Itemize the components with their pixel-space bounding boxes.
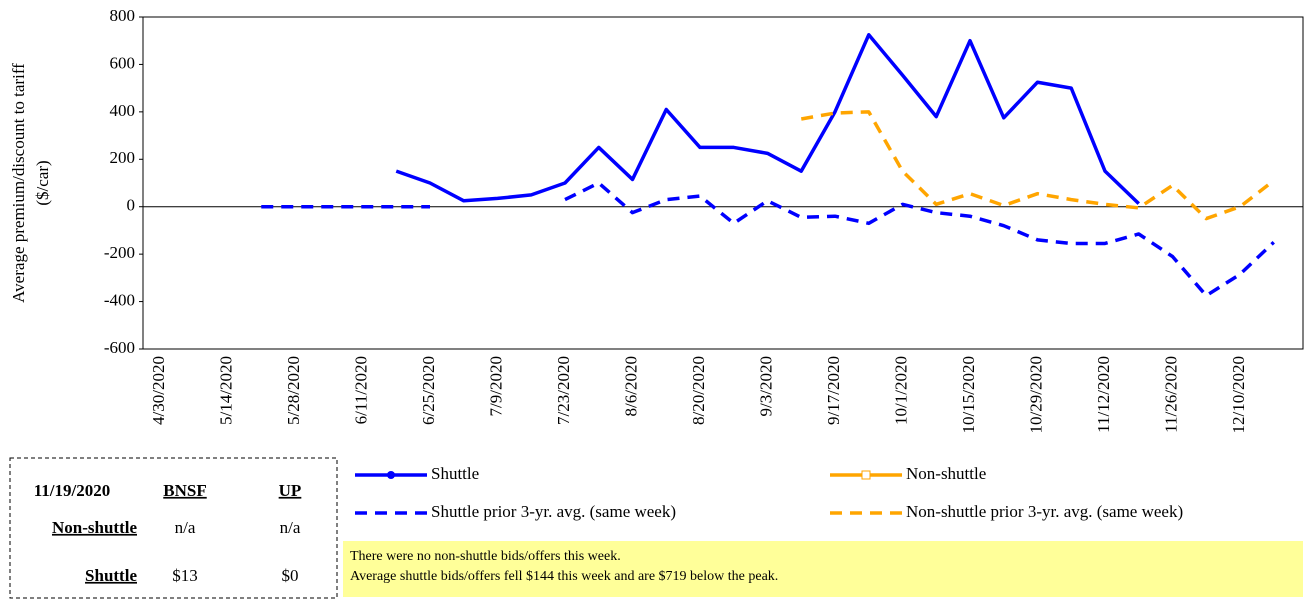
x-tick-label: 7/9/2020 [486, 356, 505, 416]
summary-table [9, 457, 338, 599]
x-tick-label: 10/15/2020 [959, 356, 978, 433]
x-tick-label: 8/6/2020 [621, 356, 640, 416]
y-tick-label: 800 [110, 6, 136, 25]
x-tick-label: 10/1/2020 [891, 356, 910, 425]
y-axis-title: ($/car) [33, 160, 52, 205]
x-tick-label: 11/26/2020 [1161, 356, 1180, 433]
x-tick-label: 9/3/2020 [756, 356, 775, 416]
x-tick-label: 8/20/2020 [689, 356, 708, 425]
y-tick-label: -200 [104, 243, 135, 262]
x-tick-label: 7/23/2020 [554, 356, 573, 425]
legend-label: Shuttle [431, 464, 479, 483]
table-row-label: Non-shuttle [52, 518, 137, 537]
y-tick-label: -400 [104, 290, 135, 309]
x-tick-label: 10/29/2020 [1026, 356, 1045, 433]
y-axis-title: Average premium/discount to tariff [9, 63, 28, 303]
table-cell: $0 [282, 566, 299, 585]
x-tick-label: 5/14/2020 [216, 356, 235, 425]
x-tick-label: 5/28/2020 [284, 356, 303, 425]
x-tick-label: 12/10/2020 [1229, 356, 1248, 433]
y-tick-label: 0 [127, 196, 136, 215]
table-header: BNSF [163, 481, 206, 500]
legend-label: Non-shuttle [906, 464, 986, 483]
table-header: UP [279, 481, 302, 500]
series-line [395, 33, 1140, 205]
series-line [800, 110, 1275, 221]
legend-label: Non-shuttle prior 3-yr. avg. (same week) [906, 502, 1183, 521]
x-tick-label: 4/30/2020 [149, 356, 168, 425]
legend-marker [387, 471, 395, 479]
table-cell: n/a [280, 518, 301, 537]
x-tick-label: 11/12/2020 [1094, 356, 1113, 433]
y-tick-label: -600 [104, 338, 135, 357]
y-tick-label: 400 [110, 101, 136, 120]
table-header: 11/19/2020 [34, 481, 111, 500]
y-tick-label: 200 [110, 148, 136, 167]
table-cell: $13 [172, 566, 198, 585]
x-tick-label: 6/25/2020 [419, 356, 438, 425]
series-line [261, 181, 1275, 298]
note-text: There were no non-shuttle bids/offers th… [350, 549, 621, 564]
note-box [343, 541, 1303, 597]
note-text: Average shuttle bids/offers fell $144 th… [350, 569, 778, 584]
table-cell: n/a [175, 518, 196, 537]
legend-marker [861, 470, 871, 480]
table-row-label: Shuttle [85, 566, 137, 585]
y-tick-label: 600 [110, 53, 136, 72]
plot-frame [142, 16, 1304, 350]
legend-label: Shuttle prior 3-yr. avg. (same week) [431, 502, 676, 521]
x-tick-label: 9/17/2020 [824, 356, 843, 425]
x-tick-label: 6/11/2020 [351, 356, 370, 424]
